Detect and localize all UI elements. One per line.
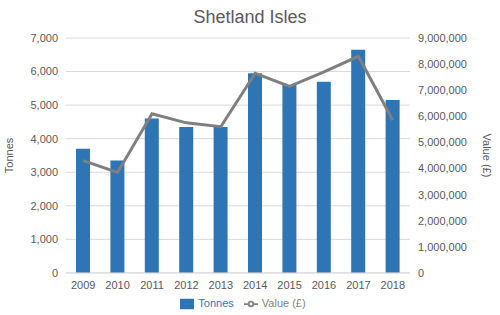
- svg-text:2012: 2012: [174, 279, 198, 291]
- svg-text:2014: 2014: [243, 279, 267, 291]
- svg-text:3,000: 3,000: [30, 166, 58, 178]
- svg-text:2017: 2017: [346, 279, 370, 291]
- svg-text:4,000: 4,000: [30, 133, 58, 145]
- svg-text:0: 0: [418, 267, 424, 279]
- svg-text:1,000: 1,000: [30, 233, 58, 245]
- svg-text:9,000,000: 9,000,000: [418, 34, 467, 44]
- svg-text:3,000,000: 3,000,000: [418, 189, 467, 201]
- svg-text:Tonnes: Tonnes: [8, 137, 15, 173]
- html-text:Value (£): Value (£): [261, 296, 306, 309]
- svg-text:6,000: 6,000: [30, 65, 58, 77]
- svg-text:2015: 2015: [277, 279, 301, 291]
- svg-text:5,000: 5,000: [30, 99, 58, 111]
- svg-text:2018: 2018: [381, 279, 405, 291]
- svg-text:2010: 2010: [105, 279, 129, 291]
- svg-text:Value (£): Value (£): [481, 134, 492, 178]
- svg-text:2,000: 2,000: [30, 200, 58, 212]
- svg-text:2011: 2011: [140, 279, 164, 291]
- svg-text:5,000,000: 5,000,000: [418, 136, 467, 148]
- html-text:Tonnes: Tonnes: [198, 296, 234, 309]
- svg-text:4,000,000: 4,000,000: [418, 162, 467, 174]
- svg-text:0: 0: [52, 267, 58, 279]
- svg-text:2009: 2009: [71, 279, 95, 291]
- svg-text:1,000,000: 1,000,000: [418, 241, 467, 253]
- svg-text:2,000,000: 2,000,000: [418, 215, 467, 227]
- svg-text:6,000,000: 6,000,000: [418, 110, 467, 122]
- svg-text:2016: 2016: [312, 279, 336, 291]
- svg-text:7,000: 7,000: [30, 34, 58, 44]
- svg-text:7,000,000: 7,000,000: [418, 84, 467, 96]
- html-text:Shetland Isles: Shetland Isles: [193, 7, 307, 27]
- svg-text:8,000,000: 8,000,000: [418, 58, 467, 70]
- svg-text:2013: 2013: [209, 279, 233, 291]
